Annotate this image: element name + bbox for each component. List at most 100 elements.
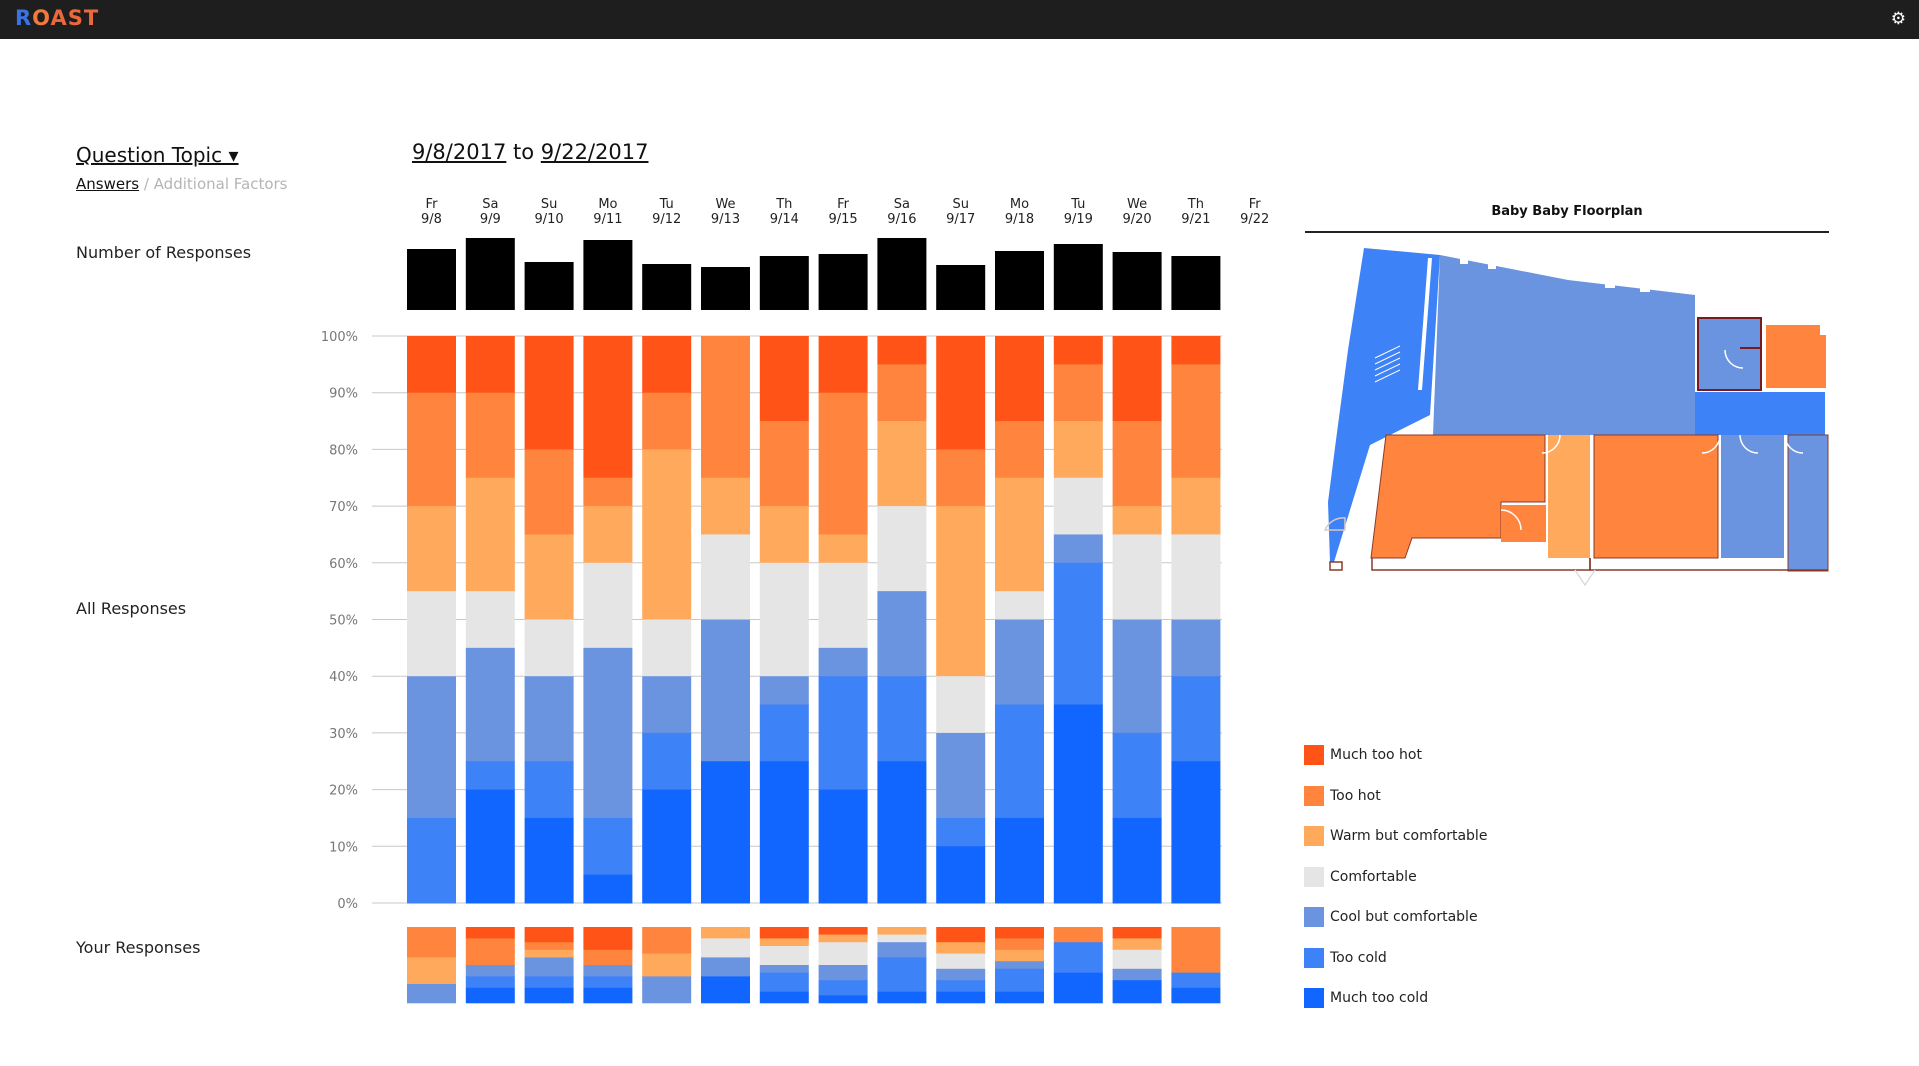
stacked-bar-segment-comfortable xyxy=(877,506,927,592)
stacked-bar-segment-too-hot xyxy=(1053,364,1103,422)
day-label-dow: Tu xyxy=(1070,197,1085,212)
date-start[interactable]: 9/8/2017 xyxy=(412,140,507,164)
legend-item-much-too-hot[interactable]: Much too hot xyxy=(1304,735,1487,776)
day-label-dow: We xyxy=(1127,197,1147,212)
stacked-bar-segment-comfortable xyxy=(995,591,1044,620)
stacked-bar-segment-cool xyxy=(1053,534,1103,564)
stacked-bar-segment-too-hot xyxy=(936,449,986,507)
stacked-bar-segment-too-hot xyxy=(524,449,574,535)
stacked-bar-segment-much-too-hot xyxy=(1112,336,1162,422)
response-count-bar xyxy=(465,238,515,310)
your-response-segment-much-too-cold xyxy=(524,987,574,1004)
your-response-segment-too-hot xyxy=(407,927,456,958)
stacked-bar-segment-too-cold xyxy=(407,817,456,904)
your-response-segment-too-cold xyxy=(1171,972,1221,989)
legend-item-too-cold[interactable]: Too cold xyxy=(1304,938,1487,979)
floorplan-room-c-hot[interactable] xyxy=(1593,434,1719,559)
floorplan-zone-corridor-cold[interactable] xyxy=(1695,392,1825,435)
day-label-dow: Mo xyxy=(1010,197,1029,212)
stacked-bar-segment-too-hot xyxy=(701,336,750,479)
day-label-date: 9/16 xyxy=(887,212,916,227)
your-response-segment-cool xyxy=(759,965,809,973)
legend-item-much-too-cold[interactable]: Much too cold xyxy=(1304,978,1487,1019)
stacked-bar-segment-warm xyxy=(759,506,809,564)
stacked-bar-segment-warm xyxy=(465,477,515,592)
floorplan-room-small-warm[interactable] xyxy=(1766,325,1826,388)
y-tick-label: 100% xyxy=(321,330,358,345)
your-response-segment-cool xyxy=(995,961,1044,970)
legend-swatch xyxy=(1304,866,1324,887)
your-response-segment-too-cold xyxy=(995,968,1044,992)
question-topic-dropdown[interactable]: Question Topic ▾ xyxy=(76,143,239,167)
y-tick-label: 30% xyxy=(329,727,358,742)
legend-label: Too hot xyxy=(1330,787,1381,804)
your-response-segment-too-cold xyxy=(818,980,868,996)
stacked-bar-segment-cool xyxy=(465,647,515,762)
your-response-segment-too-hot xyxy=(465,938,515,966)
day-label-dow: Fr xyxy=(837,197,850,212)
legend-item-cool[interactable]: Cool but comfortable xyxy=(1304,897,1487,938)
stacked-bar-segment-too-hot xyxy=(818,392,868,535)
stacked-bar-segment-much-too-hot xyxy=(1053,336,1103,365)
day-label-date: 9/13 xyxy=(711,212,740,227)
view-tabs: Answers / Additional Factors xyxy=(76,175,288,193)
floorplan-room-a-hot[interactable] xyxy=(1370,434,1546,559)
stacked-bar-segment-warm xyxy=(995,477,1044,592)
tab-additional-factors[interactable]: Additional Factors xyxy=(153,175,288,193)
floorplan-room-d-cool[interactable] xyxy=(1721,435,1784,558)
floorplan-room-small-cool[interactable] xyxy=(1697,317,1762,391)
your-response-segment-cool xyxy=(642,976,692,1004)
stacked-bar-segment-too-hot xyxy=(642,392,692,450)
stacked-bar-segment-warm xyxy=(407,506,456,592)
stacked-bar-segment-cool xyxy=(936,732,986,819)
your-response-segment-comfortable xyxy=(1112,949,1162,970)
stacked-bar-segment-too-cold xyxy=(1112,732,1162,819)
floorplan-zone-main-cool[interactable] xyxy=(1433,255,1695,435)
your-response-segment-much-too-cold xyxy=(995,991,1044,1004)
your-response-segment-warm xyxy=(1112,938,1162,951)
legend-item-warm[interactable]: Warm but comfortable xyxy=(1304,816,1487,857)
response-count-bar xyxy=(642,264,692,310)
floorplan-zone-left-cold[interactable] xyxy=(1328,248,1440,562)
your-response-segment-cool xyxy=(936,968,986,981)
your-response-segment-much-too-cold xyxy=(465,987,515,1004)
stacked-bar-segment-cool xyxy=(407,676,456,819)
legend: Much too hot Too hot Warm but comfortable C… xyxy=(1304,735,1487,1019)
your-response-segment-too-cold xyxy=(583,976,633,989)
date-end[interactable]: 9/22/2017 xyxy=(540,140,649,164)
day-label-dow: Sa xyxy=(482,197,498,212)
stacked-bar-segment-too-hot xyxy=(465,392,515,479)
stacked-bar-segment-warm xyxy=(524,534,574,620)
stacked-bar-segment-much-too-cold xyxy=(1112,817,1162,904)
stacked-bar-segment-much-too-hot xyxy=(465,336,515,394)
stacked-bar-segment-cool xyxy=(1112,619,1162,734)
roast-logo[interactable]: ROAST xyxy=(15,6,100,30)
your-response-segment-cool xyxy=(877,942,927,958)
day-label-dow: Mo xyxy=(598,197,617,212)
tab-answers[interactable]: Answers xyxy=(76,175,140,193)
stacked-bar-segment-too-hot xyxy=(583,477,633,507)
legend-item-too-hot[interactable]: Too hot xyxy=(1304,776,1487,817)
gear-icon[interactable]: ⚙ xyxy=(1890,9,1906,29)
your-response-segment-much-too-cold xyxy=(877,991,927,1004)
day-label-dow: Th xyxy=(1187,197,1204,212)
your-response-segment-cool xyxy=(701,957,750,977)
stacked-bar-segment-much-too-cold xyxy=(1171,761,1221,904)
stacked-bar-segment-cool xyxy=(1171,619,1221,677)
legend-item-comfortable[interactable]: Comfortable xyxy=(1304,857,1487,898)
legend-swatch xyxy=(1304,988,1324,1009)
your-response-segment-too-hot xyxy=(1053,927,1103,943)
stacked-bar-segment-comfortable xyxy=(407,591,456,677)
legend-label: Much too hot xyxy=(1330,747,1422,764)
day-label-date: 9/17 xyxy=(946,212,975,227)
floorplan-divider xyxy=(1305,231,1829,233)
stacked-bar-segment-much-too-hot xyxy=(818,336,868,394)
legend-label: Much too cold xyxy=(1330,990,1429,1007)
floorplan-room-e-cool[interactable] xyxy=(1787,434,1829,572)
floorplan-title: Baby Baby Floorplan xyxy=(1491,204,1643,219)
stacked-bar-segment-cool xyxy=(583,647,633,819)
your-response-segment-much-too-hot xyxy=(1112,927,1162,939)
floorplan-room-b-warm[interactable] xyxy=(1548,435,1590,558)
your-response-segment-much-too-hot xyxy=(759,927,809,939)
